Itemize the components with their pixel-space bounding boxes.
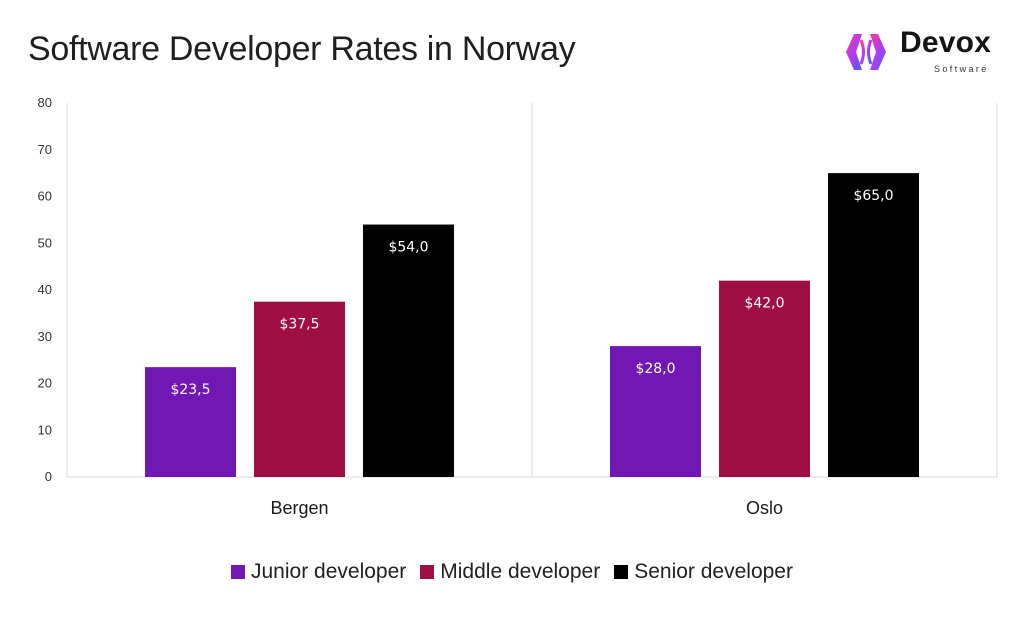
legend-item: Junior developer — [231, 560, 406, 584]
devox-logo: Devox Software — [842, 26, 1012, 80]
bar — [363, 224, 454, 477]
bar-value-label: $37,5 — [279, 317, 319, 333]
y-tick-labels: 0 10 20 30 40 50 60 70 80 — [38, 95, 52, 484]
chart-legend: Junior developer Middle developer Senior d… — [0, 560, 1024, 584]
category-labels: Bergen Oslo — [270, 498, 783, 518]
bar-value-label: $65,0 — [853, 188, 893, 204]
y-tick-label: 30 — [38, 329, 52, 344]
brand-subtitle: Software — [934, 64, 989, 74]
y-tick-label: 80 — [38, 95, 52, 110]
bar — [719, 280, 810, 477]
bar — [828, 173, 919, 477]
y-tick-label: 0 — [45, 469, 52, 484]
legend-item: Middle developer — [420, 560, 600, 584]
bar-value-label: $23,5 — [170, 382, 210, 398]
x-category-label: Oslo — [746, 498, 783, 518]
bar — [145, 367, 236, 477]
y-tick-label: 40 — [38, 282, 52, 297]
bar-value-label: $28,0 — [635, 361, 675, 377]
legend-label: Senior developer — [634, 560, 793, 583]
devox-logo-icon — [846, 34, 886, 70]
x-category-label: Bergen — [270, 498, 328, 518]
legend-label: Junior developer — [251, 560, 407, 583]
legend-item: Senior developer — [614, 560, 793, 584]
legend-label: Middle developer — [440, 560, 601, 583]
bar-value-label: $54,0 — [388, 240, 428, 256]
y-tick-label: 10 — [38, 422, 52, 437]
brand-name: Devox — [900, 26, 992, 59]
y-tick-label: 20 — [38, 376, 52, 391]
legend-swatch — [614, 565, 629, 579]
legend-swatch — [231, 565, 245, 579]
y-tick-label: 70 — [38, 142, 52, 157]
y-tick-label: 60 — [38, 189, 52, 204]
legend-swatch — [420, 565, 435, 579]
bar — [610, 346, 701, 477]
bar — [254, 301, 345, 477]
chart-bars: $23,5 $37,5 $54,0 $28,0 $42,0 $65,0 — [145, 173, 919, 477]
chart-title: Software Developer Rates in Norway — [28, 30, 576, 68]
bar-value-label: $42,0 — [744, 296, 784, 312]
y-tick-label: 50 — [38, 235, 52, 250]
